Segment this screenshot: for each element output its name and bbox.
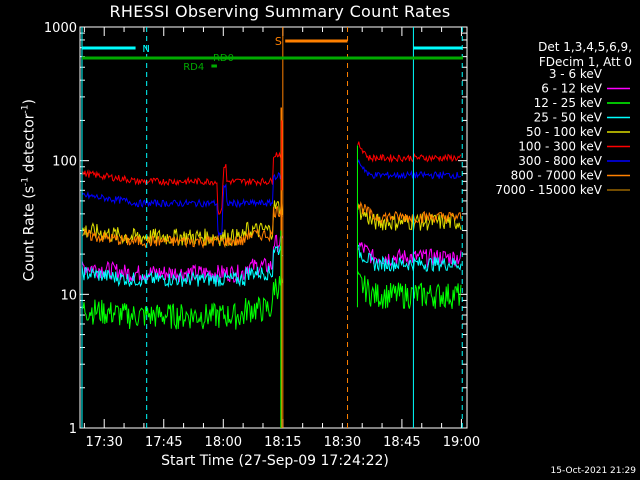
y-tick-label: 1: [69, 422, 77, 437]
flag-label-saa: S: [275, 35, 282, 48]
legend-label: 100 - 300 keV: [518, 140, 602, 154]
legend-label: 12 - 25 keV: [534, 96, 603, 110]
series-line-12-25kev-post: [357, 271, 462, 309]
legend-label: 800 - 7000 keV: [511, 169, 603, 183]
series-line-12-25kev-pre: [81, 276, 283, 330]
x-tick-label: 17:30: [85, 435, 122, 450]
y-tick-label: 100: [52, 155, 77, 170]
legend-label: 300 - 800 keV: [518, 154, 602, 168]
series-line-800-7000kev-post: [357, 200, 462, 225]
flag-label-rd4: RD4: [183, 62, 204, 73]
x-tick-label: 17:45: [145, 435, 182, 450]
legend-header-line-1: Det 1,3,4,5,6,9,: [538, 40, 632, 54]
legend-label: 6 - 12 keV: [541, 82, 603, 96]
x-tick-label: 18:00: [205, 435, 242, 450]
legend-header-line-2: FDecim 1, Att 0: [538, 55, 632, 69]
legend-label: 50 - 100 keV: [526, 125, 603, 139]
legend-label: 25 - 50 keV: [534, 111, 603, 125]
series-line-50-100kev-post: [357, 203, 462, 231]
series-line-300-800kev-post: [357, 159, 462, 180]
series-line-300-800kev-pre: [81, 171, 283, 238]
x-tick-label: 18:45: [383, 435, 420, 450]
y-tick-label: 10: [60, 288, 77, 303]
series-line-100-300kev-pre: [81, 150, 283, 215]
chart-title: RHESSI Observing Summary Count Rates: [109, 2, 451, 21]
x-axis-label: Start Time (27-Sep-09 17:24:22): [161, 453, 389, 469]
x-tick-label: 18:15: [264, 435, 301, 450]
flag-label-rd0: RD0: [213, 53, 234, 64]
series-line-800-7000kev-pre: [81, 205, 283, 249]
y-tick-label: 1000: [44, 21, 77, 36]
x-tick-label: 18:30: [324, 435, 361, 450]
x-tick-label: 19:00: [443, 435, 480, 450]
legend-label: 3 - 6 keV: [549, 67, 603, 81]
timestamp: 15-Oct-2021 21:29: [550, 466, 636, 476]
series-line-100-300kev-post: [357, 141, 462, 163]
legend-label: 7000 - 15000 keV: [495, 183, 602, 197]
plot-frame: [79, 26, 468, 429]
series-line-25-50kev-post: [357, 244, 462, 273]
series-line-25-50kev-pre: [81, 245, 283, 288]
flag-label-night: N: [142, 44, 149, 55]
